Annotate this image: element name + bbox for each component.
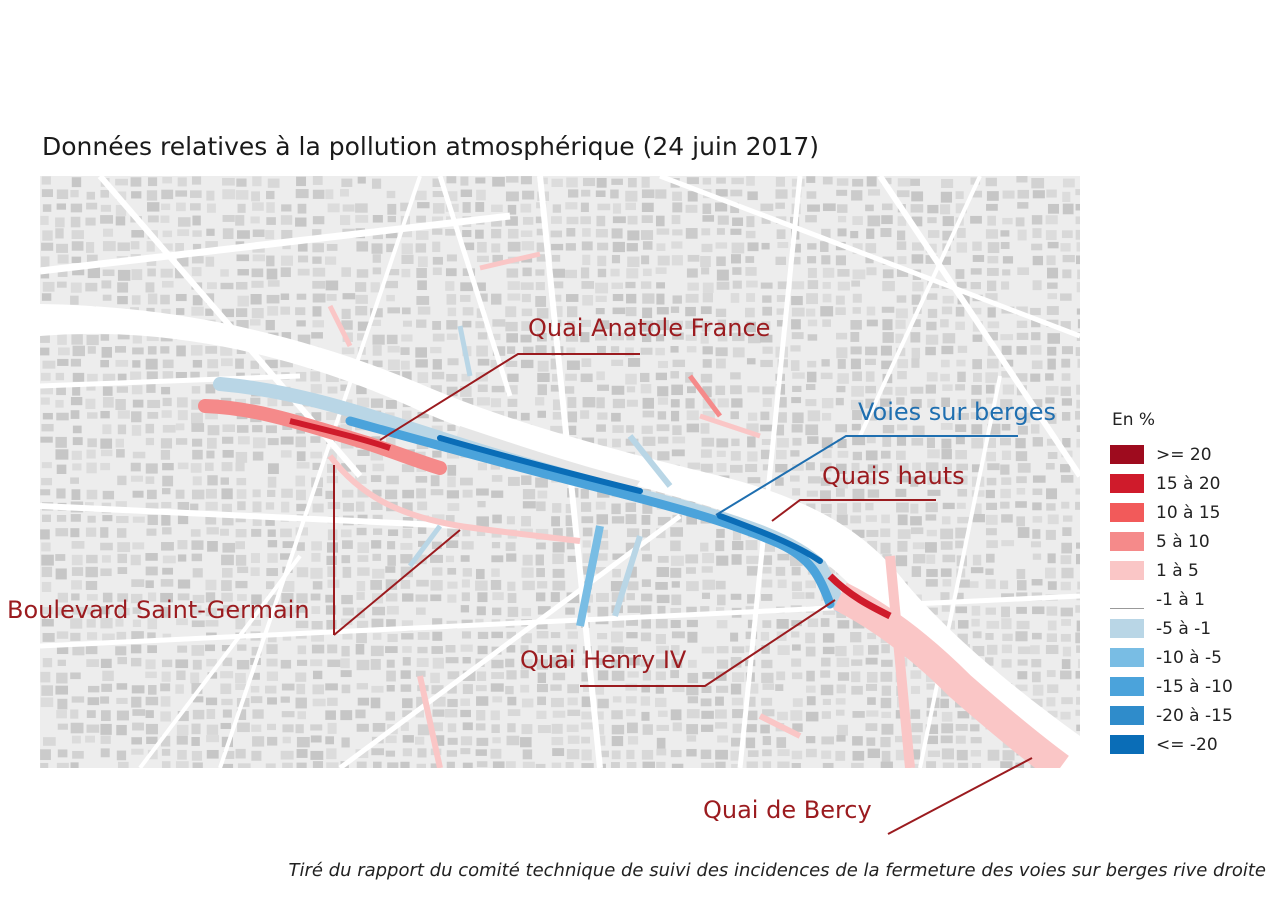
legend-label: -1 à 1 [1156,589,1205,610]
legend-item: -15 à -10 [1110,672,1233,701]
label-quai-henry-iv: Quai Henry IV [520,646,687,674]
legend-swatch [1110,677,1144,696]
legend-swatch [1110,735,1144,754]
map-canvas [40,176,1080,768]
legend-swatch [1110,648,1144,667]
legend-label: -5 à -1 [1156,618,1212,639]
legend-label: -20 à -15 [1156,705,1233,726]
legend-label: 15 à 20 [1156,473,1221,494]
legend-label: 1 à 5 [1156,560,1199,581]
legend-title: En % [1112,410,1156,430]
label-voies-sur-berges: Voies sur berges [858,398,1056,426]
legend-swatch [1110,503,1144,522]
legend-item: -5 à -1 [1110,614,1233,643]
legend-swatch [1110,706,1144,725]
legend-swatch [1110,445,1144,464]
legend-label: 10 à 15 [1156,502,1221,523]
page-title: Données relatives à la pollution atmosph… [42,132,820,161]
legend-swatch [1110,474,1144,493]
legend-item: 10 à 15 [1110,498,1233,527]
legend-swatch [1110,590,1144,609]
legend-label: -10 à -5 [1156,647,1222,668]
legend-item: <= -20 [1110,730,1233,759]
legend-item: 1 à 5 [1110,556,1233,585]
legend-label: >= 20 [1156,444,1212,465]
label-quai-anatole-france: Quai Anatole France [528,314,771,342]
label-quais-hauts: Quais hauts [822,462,965,490]
legend-item: 5 à 10 [1110,527,1233,556]
legend-item: -20 à -15 [1110,701,1233,730]
legend-items: >= 20 15 à 20 10 à 15 5 à 10 1 à 5 -1 à 1 -5 à… [1110,440,1233,759]
legend-item: -1 à 1 [1110,585,1233,614]
legend-label: -15 à -10 [1156,676,1233,697]
legend-label: 5 à 10 [1156,531,1210,552]
legend-swatch [1110,532,1144,551]
source-footnote: Tiré du rapport du comité technique de s… [288,860,1266,881]
legend-swatch [1110,619,1144,638]
legend-item: >= 20 [1110,440,1233,469]
legend-item: -10 à -5 [1110,643,1233,672]
legend-item: 15 à 20 [1110,469,1233,498]
label-boulevard-saint-germain: Boulevard Saint-Germain [7,596,310,624]
map-legend: En % >= 20 15 à 20 10 à 15 5 à 10 1 à 5 -1 à … [1110,410,1233,759]
legend-swatch [1110,561,1144,580]
label-quai-de-bercy: Quai de Bercy [703,796,872,824]
legend-label: <= -20 [1156,734,1218,755]
